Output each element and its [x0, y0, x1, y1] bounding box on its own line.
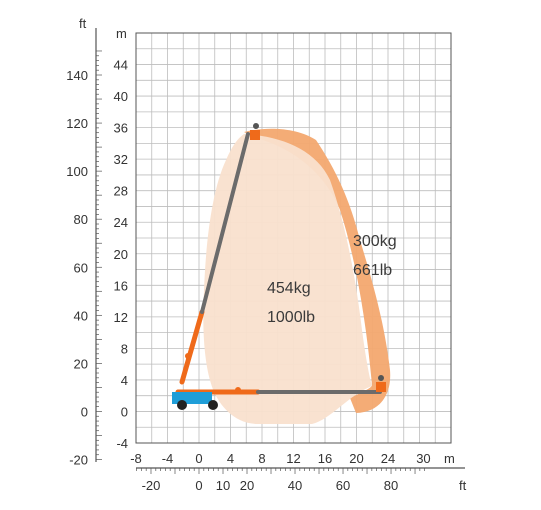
x-tick-ft: -20	[142, 478, 161, 493]
chassis	[172, 392, 218, 410]
y-axis-feet-labels: -20 0 20 40 60 80 100 120 140	[66, 68, 88, 468]
x-tick-m: 24	[381, 451, 395, 466]
y-tick-m: -4	[116, 436, 128, 451]
plot-frame	[135, 32, 452, 444]
m-unit-label-bottom: m	[444, 451, 455, 466]
outer-capacity-lb: 661lb	[353, 262, 392, 279]
ft-unit-label-bottom: ft	[459, 478, 467, 493]
y-tick-ft: 0	[81, 404, 88, 419]
ft-unit-label-left: ft	[79, 16, 87, 31]
x-tick-m: 4	[227, 451, 234, 466]
y-tick-ft: 120	[66, 116, 88, 131]
x-tick-ft: 80	[384, 478, 398, 493]
y-tick-m: 28	[114, 184, 128, 199]
wheel-rear	[177, 400, 187, 410]
boom-joint-horizontal	[235, 387, 241, 393]
x-tick-ft: 10	[216, 478, 230, 493]
y-tick-ft: 100	[66, 164, 88, 179]
y-tick-m: 0	[121, 404, 128, 419]
y-tick-ft: -20	[69, 453, 88, 468]
y-axis-meter-labels: -4 0 4 8 12 16 20 24 28 32 36 40 44	[114, 58, 128, 451]
wheel-front	[208, 400, 218, 410]
x-tick-ft: 20	[240, 478, 254, 493]
y-tick-ft: 40	[74, 308, 88, 323]
y-tick-m: 20	[114, 247, 128, 262]
x-tick-m: 8	[258, 451, 265, 466]
y-tick-m: 12	[114, 310, 128, 325]
x-tick-m: 30	[416, 451, 430, 466]
x-tick-m: 0	[195, 451, 202, 466]
y-tick-m: 16	[114, 278, 128, 293]
boom-lower-section	[179, 309, 205, 385]
m-unit-label-top: m	[116, 26, 127, 41]
y-tick-m: 36	[114, 121, 128, 136]
feet-ruler	[95, 28, 102, 462]
boom-joint	[185, 353, 191, 359]
x-tick-ft: 40	[288, 478, 302, 493]
x-tick-m: 16	[318, 451, 332, 466]
inner-capacity-lb: 1000lb	[267, 309, 315, 326]
y-tick-m: 8	[121, 341, 128, 356]
boom	[175, 132, 382, 395]
y-tick-m: 44	[114, 58, 128, 73]
x-tick-m: 12	[286, 451, 300, 466]
x-tick-m: -4	[162, 451, 174, 466]
x-tick-ft: 0	[195, 478, 202, 493]
inner-capacity-kg: 454kg	[267, 280, 311, 297]
boom-upper-section	[200, 132, 250, 314]
outer-zone	[244, 128, 391, 413]
inner-zone	[203, 134, 372, 424]
y-tick-m: 24	[114, 215, 128, 230]
x-axis-feet-labels: -20 0 10 20 40 60 80	[142, 478, 399, 493]
y-tick-m: 40	[114, 89, 128, 104]
x-tick-ft: 60	[336, 478, 350, 493]
y-tick-ft: 80	[74, 212, 88, 227]
platform-top	[250, 123, 260, 140]
y-tick-m: 4	[121, 373, 128, 388]
outer-capacity-kg: 300kg	[353, 233, 397, 250]
platform-side	[376, 375, 386, 392]
y-tick-ft: 20	[74, 356, 88, 371]
y-tick-m: 32	[114, 152, 128, 167]
x-tick-m: 20	[349, 451, 363, 466]
feet-ruler-bottom	[136, 467, 465, 474]
y-tick-ft: 140	[66, 68, 88, 83]
x-tick-m: -8	[130, 451, 142, 466]
y-tick-ft: 60	[74, 260, 88, 275]
x-axis-meter-labels: -8 -4 0 4 8 12 16 20 24 30	[130, 451, 430, 466]
